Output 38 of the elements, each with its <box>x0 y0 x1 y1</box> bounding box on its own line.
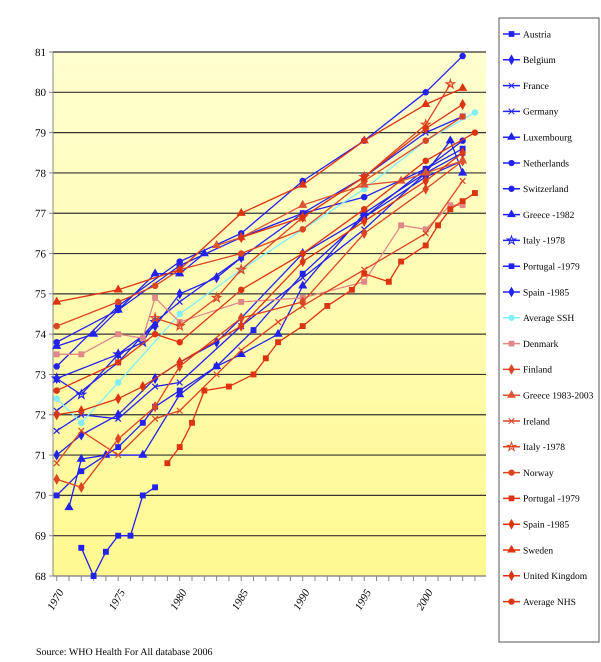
legend-label: Spain -1985 <box>523 520 570 531</box>
legend-label: Italy -1978 <box>523 443 566 454</box>
legend-label: Denmark <box>523 340 559 350</box>
source-note: Source: WHO Health For All database 2006 <box>36 647 212 658</box>
legend-label: Germany <box>523 108 559 118</box>
legend-label: Sweden <box>523 546 554 556</box>
legend-label: United Kingdom <box>523 572 588 582</box>
legend-label: Switzerland <box>523 185 569 196</box>
legend-label: Italy -1978 <box>523 236 566 247</box>
legend-label: Spain -1985 <box>523 288 570 298</box>
y-tick-label: 69 <box>35 530 46 543</box>
y-tick-label: 72 <box>35 410 46 422</box>
legend-label: Average SSH <box>523 314 574 324</box>
y-tick-label: 78 <box>35 168 46 180</box>
y-tick-label: 80 <box>35 87 46 100</box>
legend-label: Netherlands <box>523 159 570 170</box>
y-tick-label: 81 <box>35 46 46 59</box>
y-tick-label: 79 <box>35 127 46 140</box>
y-tick-label: 70 <box>35 490 46 502</box>
y-tick-label: 73 <box>35 369 46 382</box>
y-tick-label: 68 <box>35 570 46 583</box>
legend-label: Luxembourg <box>523 134 572 144</box>
legend-label: Average NHS <box>523 598 576 608</box>
legend-label: France <box>523 82 549 92</box>
legend-label: Greece 1983-2003 <box>523 392 594 402</box>
y-tick-label: 74 <box>35 329 46 342</box>
y-tick-label: 77 <box>35 208 46 220</box>
legend-label: Finland <box>523 366 552 376</box>
legend-label: Ireland <box>523 417 550 428</box>
legend-label: Norway <box>523 468 554 479</box>
legend-label: Portugal -1979 <box>523 262 580 273</box>
legend-label: Portugal -1979 <box>523 494 580 505</box>
legend-label: Austria <box>523 30 552 40</box>
y-tick-label: 76 <box>35 248 46 260</box>
legend-label: Greece -1982 <box>523 210 575 221</box>
y-tick-label: 71 <box>35 450 46 462</box>
y-tick-label: 75 <box>35 288 46 301</box>
legend-label: Belgium <box>523 56 556 66</box>
